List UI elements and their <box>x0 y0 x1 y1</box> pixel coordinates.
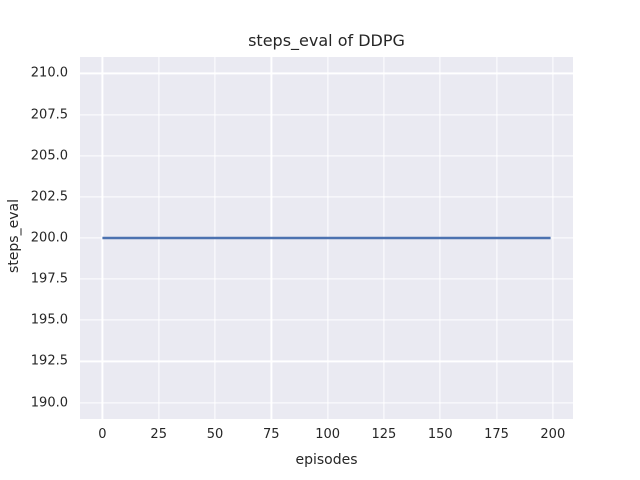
y-gridline <box>80 360 573 362</box>
plot-area: 0 25 50 75 100 125 150 175 200 190.0 192.5 195.0 197… <box>31 57 573 442</box>
y-gridline <box>80 196 573 198</box>
y-gridline <box>80 278 573 280</box>
x-tick-label: 200 <box>540 427 566 442</box>
y-tick-label: 190.0 <box>30 395 68 411</box>
y-tick-label: 192.5 <box>30 353 68 369</box>
y-tick-label: 195.0 <box>30 312 68 328</box>
y-gridline <box>80 155 573 157</box>
series-layer <box>80 57 573 419</box>
y-tick-label: 210.0 <box>30 65 68 81</box>
x-tick-label: 125 <box>371 427 397 442</box>
y-gridline <box>80 72 573 75</box>
x-tick-label: 75 <box>263 427 280 442</box>
y-axis-label: steps_eval <box>6 199 22 273</box>
x-tick-label: 50 <box>206 427 224 442</box>
y-tick-label: 200.0 <box>30 230 68 246</box>
y-tick-label: 205.0 <box>30 148 68 164</box>
chart-title: steps_eval of DDPG <box>248 31 405 50</box>
y-gridline <box>80 113 573 116</box>
y-tick-label: 207.5 <box>30 107 68 123</box>
y-tick-label: 197.5 <box>30 271 68 287</box>
x-tick-label: 0 <box>98 427 107 442</box>
x-tick-label: 150 <box>427 427 453 442</box>
x-tick-label: 25 <box>150 427 167 442</box>
x-axis-label: episodes <box>295 452 358 468</box>
x-tick-label: 100 <box>315 427 341 442</box>
y-gridline <box>80 401 573 404</box>
x-tick-label: 175 <box>484 427 509 442</box>
y-tick-label: 202.5 <box>30 189 68 205</box>
y-gridline <box>80 319 573 321</box>
